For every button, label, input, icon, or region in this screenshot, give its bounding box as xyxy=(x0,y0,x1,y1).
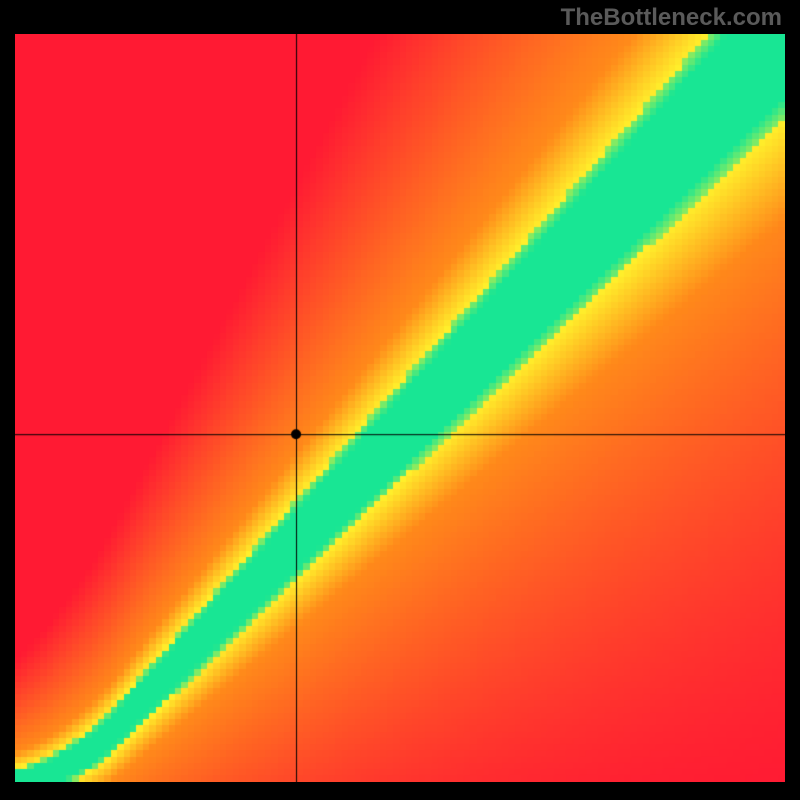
bottleneck-heatmap xyxy=(15,34,785,782)
watermark-text: TheBottleneck.com xyxy=(561,4,782,32)
